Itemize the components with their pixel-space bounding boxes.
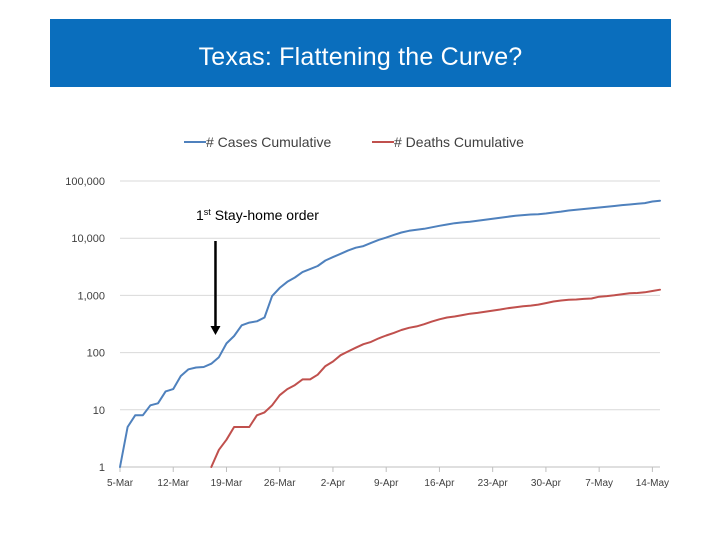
x-tick-label: 2-Apr bbox=[321, 478, 346, 489]
legend: # Cases Cumulative # Deaths Cumulative bbox=[184, 134, 524, 150]
title-bar: Texas: Flattening the Curve? bbox=[50, 19, 671, 87]
x-tick-label: 30-Apr bbox=[531, 478, 562, 489]
y-tick-label: 1,000 bbox=[77, 290, 105, 302]
x-tick-label: 23-Apr bbox=[478, 478, 509, 489]
axes: 1 10 100 1,000 10,000 100,000 5-Mar 12-Mar 19-Ma… bbox=[65, 176, 669, 489]
series-lines bbox=[119, 199, 661, 468]
y-tick-label: 1 bbox=[99, 462, 105, 474]
y-tick-label: 100 bbox=[87, 348, 105, 360]
legend-label: # Deaths Cumulative bbox=[394, 134, 524, 150]
x-tick-label: 19-Mar bbox=[211, 478, 243, 489]
x-tick-label: 7-May bbox=[585, 478, 613, 489]
series-line-deaths bbox=[210, 288, 661, 468]
gridlines bbox=[120, 180, 660, 411]
annotations: 1st Stay-home order bbox=[196, 207, 319, 335]
x-tick-label: 5-Mar bbox=[107, 478, 134, 489]
page-title: Texas: Flattening the Curve? bbox=[198, 43, 523, 71]
annotation-label: 1st Stay-home order bbox=[196, 207, 319, 223]
x-tick-label: 14-May bbox=[636, 478, 669, 489]
x-tick-label: 9-Apr bbox=[374, 478, 399, 489]
y-tick-label: 10 bbox=[93, 405, 105, 417]
annotation-arrow-head bbox=[210, 326, 221, 335]
x-tick-label: 16-Apr bbox=[424, 478, 455, 489]
x-tick-label: 12-Mar bbox=[157, 478, 189, 489]
series-line-cases bbox=[119, 199, 661, 468]
legend-label: # Cases Cumulative bbox=[206, 134, 331, 150]
y-tick-label: 10,000 bbox=[71, 233, 105, 245]
x-tick-label: 26-Mar bbox=[264, 478, 296, 489]
y-tick-label: 100,000 bbox=[65, 176, 105, 188]
